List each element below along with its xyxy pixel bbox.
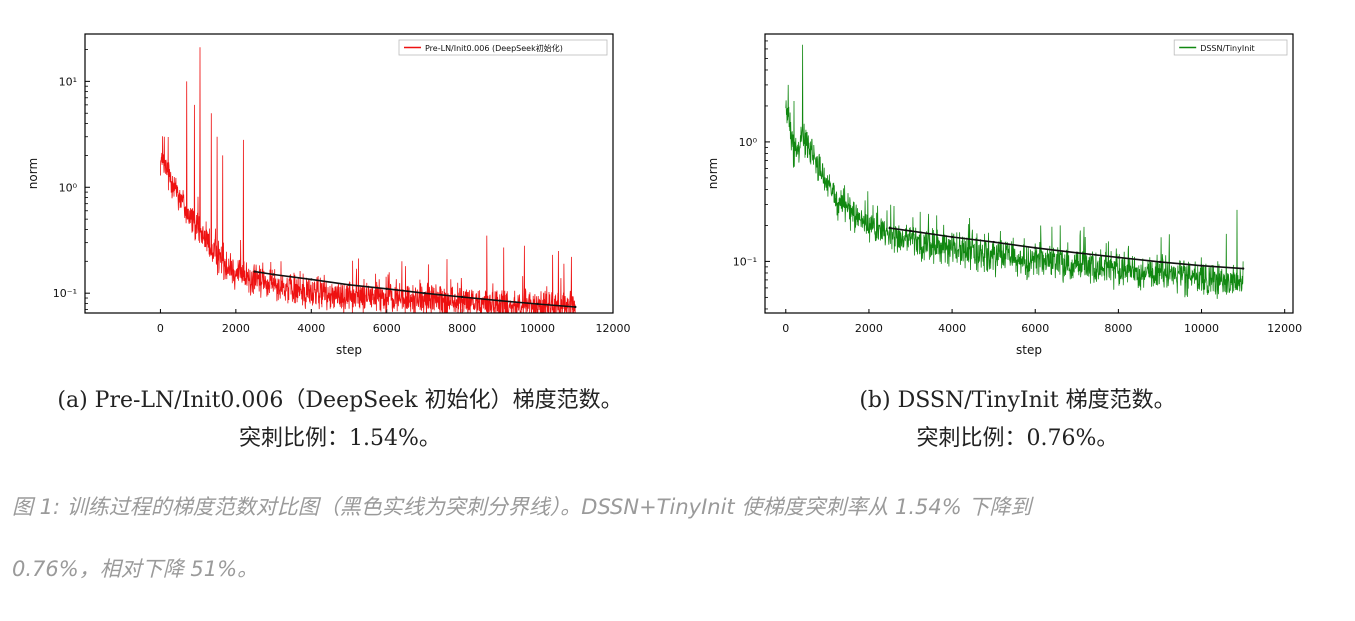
figure-caption: 图 1: 训练过程的梯度范数对比图（黑色实线为突刺分界线）。DSSN+TinyI… xyxy=(12,476,1347,600)
chart-a-legend-box xyxy=(398,39,608,56)
subcaption-a-spike-ratio: 突刺比例：1.54%。 xyxy=(239,426,441,451)
chart-b-boundary-point xyxy=(950,235,954,239)
chart-b-boundary-line xyxy=(889,227,1244,270)
chart-a-y-tick-label: 10¹ xyxy=(59,75,77,88)
chart-b-boundary-point xyxy=(1075,251,1078,254)
chart-a-boundary-point xyxy=(385,287,388,290)
chart-b-x-tick-label: 4000 xyxy=(938,322,966,335)
chart-b-legend-box xyxy=(1173,39,1288,56)
chart-a-boundary-point xyxy=(498,299,502,302)
subcaption-b-spike-ratio: 突刺比例：0.76%。 xyxy=(916,426,1119,451)
chart-b-x-tick-label: 6000 xyxy=(1021,322,1049,335)
chart-a-x-axis-label: step xyxy=(336,343,362,357)
chart-b-x-tick-label: 8000 xyxy=(1104,322,1132,335)
chart-a-series-group xyxy=(160,47,577,313)
chart-b-x-tick-label: 12000 xyxy=(1267,322,1302,335)
chart-a-boundary-point xyxy=(310,278,313,281)
chart-dssn-svg: 0 2000 4000 6000 8000 10000 12000 10⁰ 10⁻¹ step no… xyxy=(706,33,1302,357)
chart-a-boundary-point xyxy=(460,295,464,299)
subcaption-a: (a) Pre-LN/Init0.006（DeepSeek 初始化）梯度范数。 … xyxy=(0,382,680,458)
chart-a-y-tick-label: 10⁻¹ xyxy=(53,287,77,300)
chart-b-boundary-point xyxy=(1158,260,1162,264)
chart-a-x-tick-label: 12000 xyxy=(596,322,631,335)
chart-b-boundary-point xyxy=(1200,264,1203,267)
chart-a-y-axis-label: norm xyxy=(26,158,40,189)
chart-a-boundary-line xyxy=(254,270,576,308)
chart-b-x-tick-label: 0 xyxy=(782,322,789,335)
chart-b-boundary-point xyxy=(888,226,891,230)
chart-b-boundary-point xyxy=(1034,246,1037,249)
figure-caption-line-2: 0.76%，相对下降 51%。 xyxy=(12,557,259,581)
chart-b-series-line-0 xyxy=(785,44,1244,299)
chart-pre-ln: 0 2000 4000 6000 8000 10000 12000 10¹ 10⁰ 10⁻¹ ste… xyxy=(0,0,680,380)
chart-b-x-tick-label: 10000 xyxy=(1184,322,1219,335)
chart-b-frame xyxy=(764,33,1294,314)
chart-a-boundary-point xyxy=(347,283,351,286)
chart-a-legend-label: Pre-LN/Init0.006 (DeepSeek初始化) xyxy=(425,43,563,53)
chart-a-boundary-point xyxy=(423,292,426,295)
subcaption-b: (b) DSSN/TinyInit 梯度范数。 突刺比例：0.76%。 xyxy=(680,382,1355,458)
chart-a-boundary-point xyxy=(272,273,275,276)
subcaption-a-title: (a) Pre-LN/Init0.006（DeepSeek 初始化）梯度范数。 xyxy=(57,388,623,413)
chart-a-x-tick-label: 0 xyxy=(157,322,164,335)
chart-b-y-tick-label: 10⁰ xyxy=(739,136,758,149)
chart-a-y-tick-label: 10⁰ xyxy=(59,181,78,194)
chart-b-boundary-point xyxy=(992,240,995,244)
chart-a-x-tick-label: 10000 xyxy=(520,322,555,335)
chart-pre-ln-svg: 0 2000 4000 6000 8000 10000 12000 10¹ 10⁰ 10⁻¹ ste… xyxy=(26,33,631,357)
chart-b-boundary-point xyxy=(1241,267,1245,270)
chart-a-boundary-point xyxy=(536,302,539,306)
chart-a-series-line-0 xyxy=(160,47,576,313)
chart-b-y-tick-label: 10⁻¹ xyxy=(733,255,757,268)
chart-a-boundary-point xyxy=(574,305,577,309)
subcaption-b-title: (b) DSSN/TinyInit 梯度范数。 xyxy=(859,388,1176,413)
chart-dssn: 0 2000 4000 6000 8000 10000 12000 10⁰ 10⁻¹ step no… xyxy=(680,0,1355,380)
chart-a-x-tick-label: 6000 xyxy=(373,322,401,335)
figure-caption-line-1: 图 1: 训练过程的梯度范数对比图（黑色实线为突刺分界线）。DSSN+TinyI… xyxy=(12,495,1032,519)
chart-a-boundary-point xyxy=(253,270,256,273)
chart-b-x-tick-label: 2000 xyxy=(855,322,883,335)
chart-a-frame xyxy=(84,33,614,314)
chart-b-x-axis-label: step xyxy=(1016,343,1042,357)
chart-a-x-tick-label: 4000 xyxy=(297,322,325,335)
chart-a-x-tick-label: 2000 xyxy=(222,322,250,335)
chart-a-x-tick-label: 8000 xyxy=(448,322,476,335)
chart-b-series-group xyxy=(785,44,1245,299)
chart-a-plot-area xyxy=(85,34,613,313)
chart-b-y-axis-label: norm xyxy=(706,158,720,189)
chart-b-legend-label: DSSN/TinyInit xyxy=(1200,44,1254,53)
chart-b-boundary-point xyxy=(909,229,912,233)
chart-b-boundary-point xyxy=(1117,256,1120,259)
